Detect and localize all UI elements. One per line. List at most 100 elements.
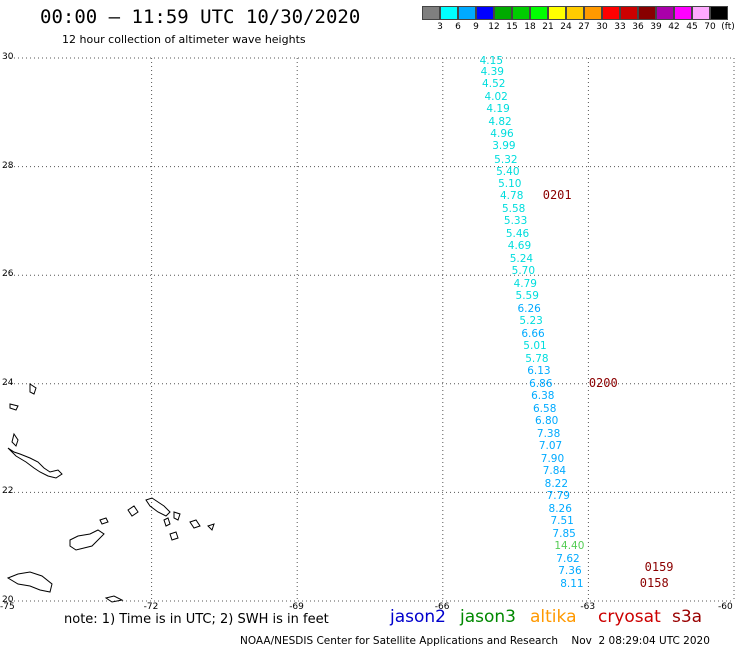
colorbar-label: 6 bbox=[455, 22, 461, 32]
lat-tick-label: 30 bbox=[2, 52, 14, 62]
wave-height-point: 5.78 bbox=[525, 352, 549, 365]
map-subtitle: 12 hour collection of altimeter wave hei… bbox=[62, 33, 306, 46]
coastline bbox=[11, 432, 19, 447]
wave-height-point: 7.79 bbox=[546, 490, 570, 503]
colorbar-label: 30 bbox=[596, 22, 608, 32]
pass-time-label: 0200 bbox=[588, 375, 618, 390]
wave-height-point: 5.58 bbox=[501, 202, 526, 215]
wave-height-point: 8.11 bbox=[560, 577, 584, 590]
lat-tick-label: 26 bbox=[2, 269, 14, 280]
colorbar-label: 45 bbox=[686, 22, 698, 32]
coastline bbox=[7, 447, 63, 479]
colorbar-swatch bbox=[692, 6, 710, 20]
wave-height-point: 4.02 bbox=[484, 90, 508, 103]
wave-height-point: 4.52 bbox=[482, 78, 506, 91]
wave-height-point: 5.40 bbox=[496, 166, 520, 179]
satellite-legend-item: jason3 bbox=[460, 607, 516, 627]
wave-height-point: 6.13 bbox=[527, 365, 551, 378]
colorbar-label: 70 bbox=[704, 22, 716, 32]
coastline bbox=[6, 571, 53, 593]
wave-height-point: 7.36 bbox=[558, 565, 582, 578]
colorbar-label: 24 bbox=[560, 22, 572, 32]
wave-height-point: 7.38 bbox=[536, 427, 561, 440]
lat-tick-label: 20 bbox=[2, 595, 14, 605]
wave-height-point: 4.79 bbox=[513, 277, 537, 290]
coastline bbox=[163, 517, 171, 527]
colorbar-swatch bbox=[584, 6, 602, 20]
wave-height-point: 5.32 bbox=[494, 153, 518, 166]
wave-height-point: 5.46 bbox=[505, 227, 530, 240]
lon-tick-label: -66 bbox=[434, 602, 450, 612]
lat-tick-label: 28 bbox=[2, 160, 14, 171]
coastline bbox=[169, 531, 179, 541]
coastline bbox=[207, 523, 215, 531]
wave-height-point: 5.59 bbox=[515, 290, 539, 303]
colorbar-swatch bbox=[440, 6, 458, 20]
colorbar-swatch bbox=[422, 6, 440, 20]
credit-line: NOAA/NESDIS Center for Satellite Applica… bbox=[240, 635, 710, 647]
colorbar-label: 42 bbox=[668, 22, 680, 32]
wave-height-point: 4.39 bbox=[480, 65, 504, 78]
coastline bbox=[127, 505, 139, 517]
legend-note: note: 1) Time is in UTC; 2) SWH is in fe… bbox=[64, 612, 329, 627]
lat-tick-label: 24 bbox=[2, 377, 14, 388]
coastline bbox=[104, 595, 124, 603]
pass-time-label: 0159 bbox=[644, 560, 674, 575]
wave-height-point: 6.86 bbox=[529, 377, 553, 390]
coastline bbox=[173, 511, 181, 521]
wave-height-point: 6.26 bbox=[517, 302, 541, 315]
wave-height-point: 4.96 bbox=[490, 128, 514, 141]
coastline bbox=[9, 403, 19, 411]
colorbar-swatch bbox=[548, 6, 566, 20]
wave-height-point: 5.24 bbox=[509, 252, 534, 265]
colorbar-swatch bbox=[602, 6, 620, 20]
lon-tick-label: -63 bbox=[580, 602, 596, 612]
wave-height-point: 5.70 bbox=[511, 265, 536, 278]
wave-height-point: 8.26 bbox=[548, 502, 572, 515]
wave-height-point: 5.01 bbox=[523, 340, 547, 353]
colorbar-swatch bbox=[530, 6, 548, 20]
wave-height-point: 5.10 bbox=[498, 177, 522, 190]
wave-height-point: 6.58 bbox=[533, 402, 557, 415]
wave-height-point: 7.84 bbox=[542, 465, 567, 478]
wave-height-point: 4.15 bbox=[479, 54, 504, 67]
wave-height-point: 4.78 bbox=[500, 190, 524, 203]
colorbar-swatch bbox=[674, 6, 692, 20]
colorbar-label: 12 bbox=[488, 22, 500, 32]
colorbar-swatch bbox=[512, 6, 530, 20]
lon-tick-label: -69 bbox=[289, 602, 304, 612]
colorbar-swatch bbox=[458, 6, 476, 20]
wave-height-point: 7.85 bbox=[552, 527, 576, 540]
lon-tick-label: -60 bbox=[718, 602, 733, 612]
coastline bbox=[145, 497, 171, 517]
lon-tick-label: -75 bbox=[0, 602, 15, 612]
wave-height-point: 6.66 bbox=[521, 327, 545, 340]
colorbar-label: 36 bbox=[632, 22, 644, 32]
colorbar-swatch bbox=[620, 6, 638, 20]
wave-height-point: 5.23 bbox=[519, 315, 543, 328]
colorbar-swatch bbox=[566, 6, 584, 20]
colorbar-swatch bbox=[638, 6, 656, 20]
colorbar-swatch bbox=[476, 6, 494, 20]
wave-height-point: 8.22 bbox=[544, 477, 569, 490]
satellite-legend-item: jason2 bbox=[390, 607, 446, 627]
wave-height-point: 3.99 bbox=[492, 139, 516, 152]
satellite-legend-item: s3a bbox=[672, 607, 703, 627]
coastline bbox=[99, 517, 109, 525]
map-title: 00:00 – 11:59 UTC 10/30/2020 bbox=[40, 6, 361, 28]
colorbar-swatch bbox=[494, 6, 512, 20]
colorbar-label: 15 bbox=[506, 22, 518, 32]
coastline bbox=[29, 383, 37, 395]
wave-height-point: 4.69 bbox=[507, 240, 532, 253]
coastline bbox=[69, 529, 105, 551]
colorbar-label: 9 bbox=[473, 22, 479, 32]
colorbar-swatch bbox=[656, 6, 674, 20]
wave-height-point: 6.80 bbox=[534, 415, 559, 428]
wave-height-point: 7.90 bbox=[540, 452, 565, 465]
wave-height-point: 7.51 bbox=[550, 515, 574, 528]
colorbar-unit: (ft) bbox=[721, 22, 735, 32]
coastline bbox=[189, 519, 201, 529]
colorbar-label: 3 bbox=[437, 22, 443, 32]
wave-height-point: 4.82 bbox=[488, 115, 512, 128]
